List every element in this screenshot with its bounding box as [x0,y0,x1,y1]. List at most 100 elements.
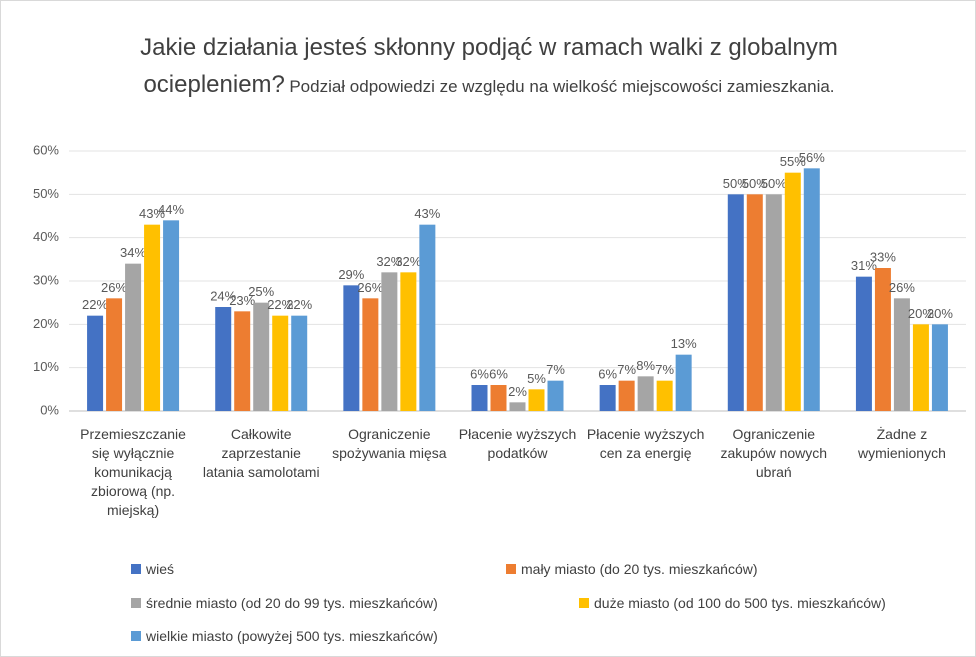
data-label: 6% [470,366,489,381]
data-label: 31% [851,258,877,273]
x-tick-label: Ograniczenie zakupów nowych ubrań [720,426,828,480]
legend-swatch [131,631,141,641]
data-label: 33% [870,249,896,264]
data-label: 32% [376,254,402,269]
bar [144,224,161,411]
y-tick-label: 20% [33,316,59,331]
legend-swatch [131,598,141,608]
bar [893,298,910,411]
x-tick-label: Płacenie wyższych cen za energię [586,426,705,461]
bar [343,285,360,411]
y-tick-label: 60% [33,142,59,157]
chart-subtitle: Podział odpowiedzi ze względu na wielkoś… [289,77,835,96]
data-label: 13% [671,336,697,351]
data-label: 7% [617,362,636,377]
x-tick-label: Ograniczenie spożywania mięsa [332,426,447,461]
bar [272,315,289,411]
bar [784,172,801,411]
data-label: 26% [357,280,383,295]
bar [931,324,948,411]
data-label: 6% [489,366,508,381]
bar [234,311,251,411]
bar [106,298,123,411]
y-tick-label: 40% [33,229,59,244]
bar [87,315,104,411]
bar [618,380,635,411]
bar [765,194,782,411]
legend-label: średnie miasto (od 20 do 99 tys. mieszka… [146,595,438,611]
bar [490,385,507,411]
x-tick-label: Przemieszczanie się wyłącznie komunikacj… [80,426,186,518]
data-label: 26% [889,280,915,295]
title-block: Jakie działania jesteś skłonny podjąć w … [101,31,877,105]
bar [381,272,398,411]
bar [509,402,526,411]
data-label: 50% [723,176,749,191]
bar [362,298,379,411]
legend-swatch [131,564,141,574]
bar [803,168,820,411]
data-label: 50% [761,176,787,191]
data-label: 44% [158,202,184,217]
data-label: 25% [248,284,274,299]
data-label: 34% [120,245,146,260]
data-label: 8% [636,358,655,373]
bar [163,220,180,411]
legend-label: duże miasto (od 100 do 500 tys. mieszkań… [594,595,886,611]
bar [547,380,564,411]
bar [291,315,308,411]
bar [746,194,763,411]
bar [855,276,872,411]
data-label: 7% [546,362,565,377]
y-tick-label: 10% [33,359,59,374]
data-label: 5% [527,371,546,386]
bar [419,224,436,411]
y-tick-label: 30% [33,272,59,287]
data-label: 20% [908,306,934,321]
chart-title: Jakie działania jesteś skłonny podjąć w … [140,34,838,98]
bar [215,307,232,411]
bar [656,380,673,411]
legend-swatch [579,598,589,608]
data-label: 6% [598,366,617,381]
bar [874,268,891,411]
bar [675,354,692,411]
data-label: 32% [395,254,421,269]
data-label: 2% [508,384,527,399]
legend-label: wielkie miasto (powyżej 500 tys. mieszka… [146,628,438,644]
legend-item: mały miasto (do 20 tys. mieszkańców) [506,561,758,577]
legend-item: duże miasto (od 100 do 500 tys. mieszkań… [579,595,886,611]
data-label: 55% [780,154,806,169]
legend-label: wieś [146,561,175,577]
data-label: 22% [286,297,312,312]
legend-item: wieś [131,561,174,577]
data-label: 20% [927,306,953,321]
data-label: 56% [799,150,825,165]
x-tick-label: Żadne z wymienionych [857,426,946,461]
data-label: 26% [101,280,127,295]
data-label: 43% [414,206,440,221]
bar [471,385,488,411]
data-label: 43% [139,206,165,221]
bar [400,272,417,411]
data-label: 22% [267,297,293,312]
legend-label: mały miasto (do 20 tys. mieszkańców) [521,561,758,577]
y-tick-label: 50% [33,186,59,201]
data-label: 7% [655,362,674,377]
bar [528,389,545,411]
data-label: 24% [210,288,236,303]
bar [253,302,270,411]
bar [125,263,142,411]
x-tick-label: Całkowite zaprzestanie latania samolotam… [202,426,320,480]
legend-swatch [506,564,516,574]
data-label: 23% [229,293,255,308]
bar [727,194,744,411]
y-tick-label: 0% [40,402,59,417]
bar [912,324,929,411]
data-label: 29% [338,267,364,282]
data-label: 50% [742,176,768,191]
bar [599,385,616,411]
legend-item: wielkie miasto (powyżej 500 tys. mieszka… [131,628,438,644]
